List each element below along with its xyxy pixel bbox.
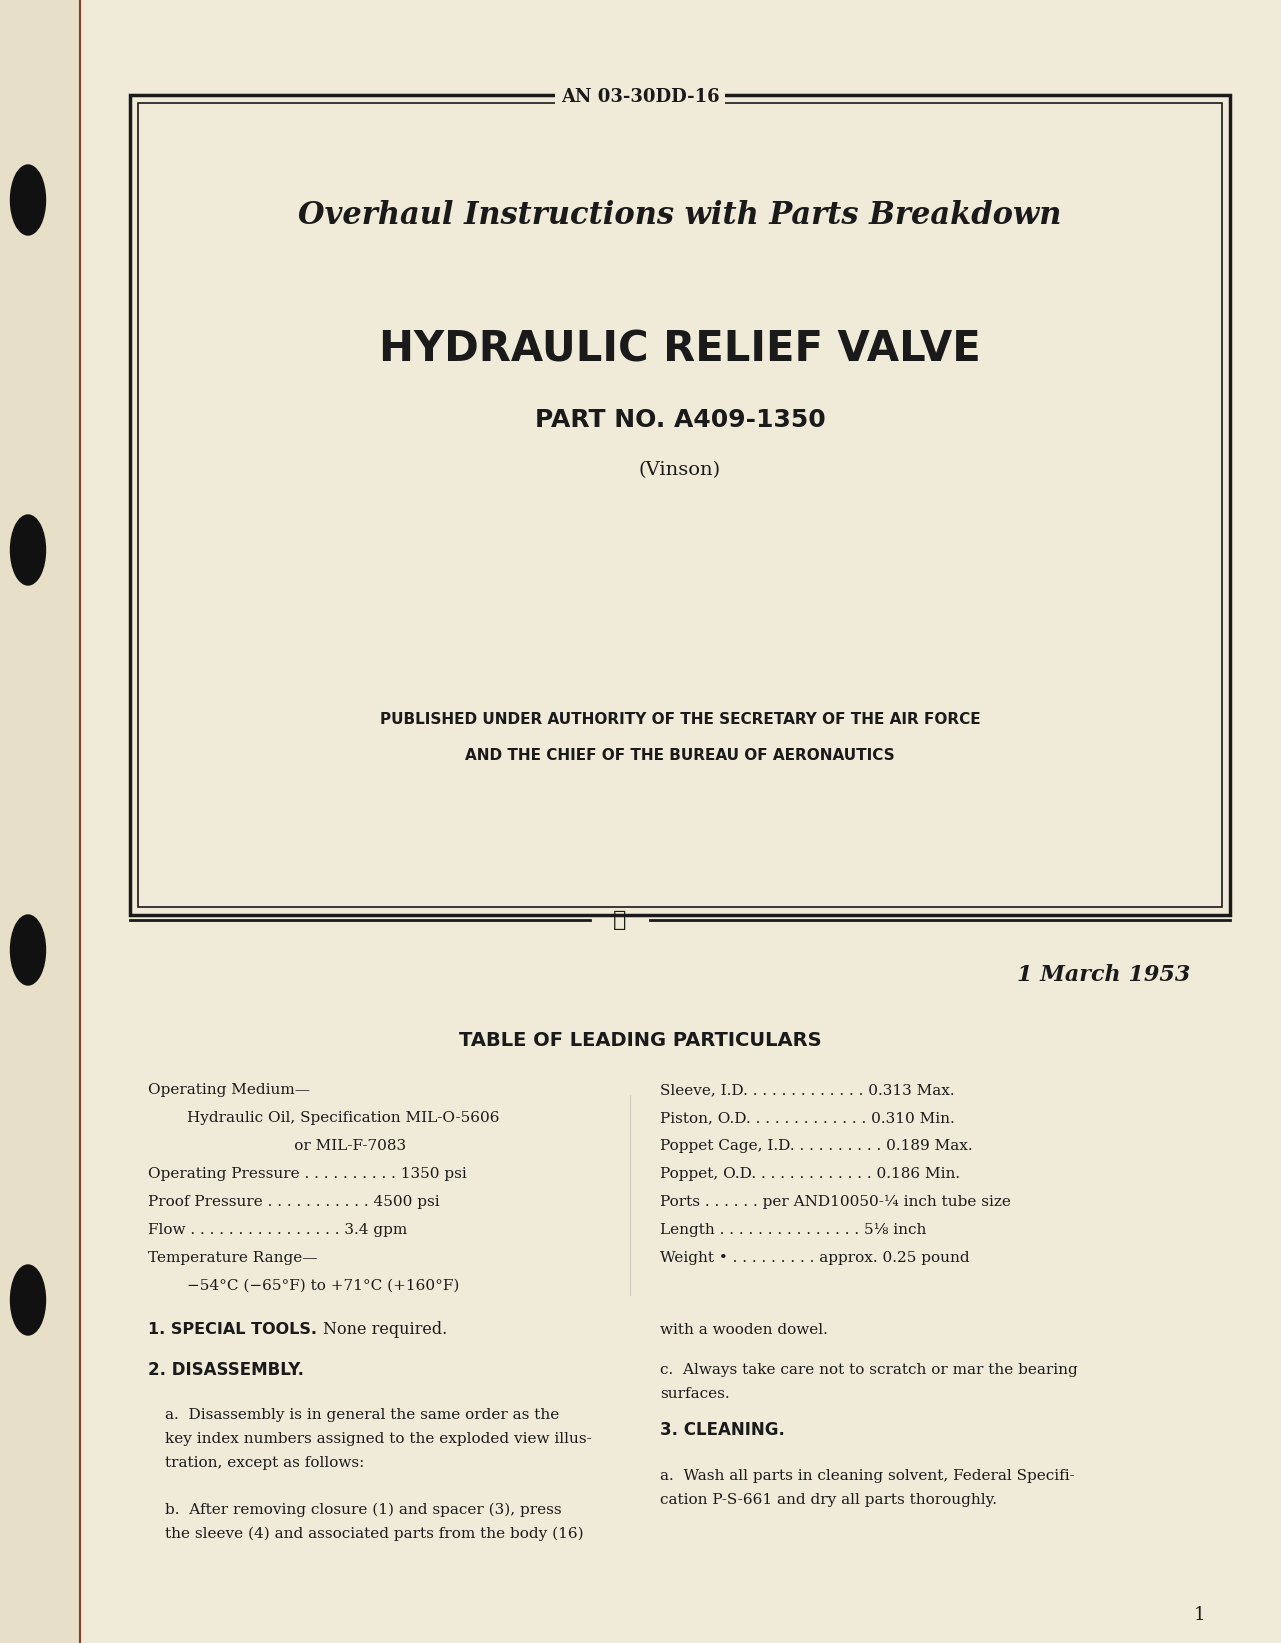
Text: Operating Medium—: Operating Medium— <box>149 1083 310 1098</box>
Text: ★: ★ <box>614 909 626 932</box>
Text: PUBLISHED UNDER AUTHORITY OF THE SECRETARY OF THE AIR FORCE: PUBLISHED UNDER AUTHORITY OF THE SECRETA… <box>379 713 980 728</box>
Text: Length . . . . . . . . . . . . . . . 5⅛ inch: Length . . . . . . . . . . . . . . . 5⅛ … <box>660 1222 926 1237</box>
Text: Operating Pressure . . . . . . . . . . 1350 psi: Operating Pressure . . . . . . . . . . 1… <box>149 1167 466 1181</box>
Text: b.  After removing closure (1) and spacer (3), press: b. After removing closure (1) and spacer… <box>165 1503 561 1516</box>
Text: surfaces.: surfaces. <box>660 1387 730 1401</box>
Text: AN 03-30DD-16: AN 03-30DD-16 <box>561 89 720 107</box>
Text: c.  Always take care not to scratch or mar the bearing: c. Always take care not to scratch or ma… <box>660 1364 1077 1377</box>
Text: or MIL-F-7083: or MIL-F-7083 <box>149 1139 406 1153</box>
Text: Sleeve, I.D. . . . . . . . . . . . . 0.313 Max.: Sleeve, I.D. . . . . . . . . . . . . 0.3… <box>660 1083 954 1098</box>
Text: with a wooden dowel.: with a wooden dowel. <box>660 1323 828 1337</box>
Text: 1. SPECIAL TOOLS.: 1. SPECIAL TOOLS. <box>149 1323 316 1337</box>
Text: a.  Disassembly is in general the same order as the: a. Disassembly is in general the same or… <box>165 1408 560 1421</box>
Text: Poppet, O.D. . . . . . . . . . . . . 0.186 Min.: Poppet, O.D. . . . . . . . . . . . . 0.1… <box>660 1167 961 1181</box>
Bar <box>138 104 1222 907</box>
Text: HYDRAULIC RELIEF VALVE: HYDRAULIC RELIEF VALVE <box>379 329 981 371</box>
Bar <box>0 0 79 1643</box>
Ellipse shape <box>10 164 46 235</box>
Text: Overhaul Instructions with Parts Breakdown: Overhaul Instructions with Parts Breakdo… <box>298 199 1062 230</box>
Text: None required.: None required. <box>323 1321 447 1339</box>
Text: PART NO. A409-1350: PART NO. A409-1350 <box>534 407 825 432</box>
Text: cation P-S-661 and dry all parts thoroughly.: cation P-S-661 and dry all parts thoroug… <box>660 1493 997 1507</box>
Text: Proof Pressure . . . . . . . . . . . 4500 psi: Proof Pressure . . . . . . . . . . . 450… <box>149 1194 439 1209</box>
Text: the sleeve (4) and associated parts from the body (16): the sleeve (4) and associated parts from… <box>165 1526 584 1541</box>
Text: AND THE CHIEF OF THE BUREAU OF AERONAUTICS: AND THE CHIEF OF THE BUREAU OF AERONAUTI… <box>465 748 895 762</box>
Text: 1: 1 <box>1194 1605 1205 1623</box>
Text: Flow . . . . . . . . . . . . . . . . 3.4 gpm: Flow . . . . . . . . . . . . . . . . 3.4… <box>149 1222 407 1237</box>
Text: 1 March 1953: 1 March 1953 <box>1017 964 1190 986</box>
Text: key index numbers assigned to the exploded view illus-: key index numbers assigned to the explod… <box>165 1433 592 1446</box>
Ellipse shape <box>10 915 46 986</box>
Text: tration, except as follows:: tration, except as follows: <box>165 1456 364 1470</box>
Text: 3. CLEANING.: 3. CLEANING. <box>660 1421 785 1439</box>
Ellipse shape <box>10 1265 46 1336</box>
Text: Weight • . . . . . . . . . approx. 0.25 pound: Weight • . . . . . . . . . approx. 0.25 … <box>660 1250 970 1265</box>
Ellipse shape <box>10 514 46 585</box>
Text: −54°C (−65°F) to +71°C (+160°F): −54°C (−65°F) to +71°C (+160°F) <box>149 1278 460 1293</box>
Text: Temperature Range—: Temperature Range— <box>149 1250 318 1265</box>
Text: TABLE OF LEADING PARTICULARS: TABLE OF LEADING PARTICULARS <box>459 1030 821 1050</box>
Text: a.  Wash all parts in cleaning solvent, Federal Specifi-: a. Wash all parts in cleaning solvent, F… <box>660 1469 1075 1484</box>
Text: Hydraulic Oil, Specification MIL-O-5606: Hydraulic Oil, Specification MIL-O-5606 <box>149 1111 500 1125</box>
Text: Poppet Cage, I.D. . . . . . . . . . 0.189 Max.: Poppet Cage, I.D. . . . . . . . . . 0.18… <box>660 1139 972 1153</box>
Text: (Vinson): (Vinson) <box>639 462 721 480</box>
Text: Ports . . . . . . per AND10050-¼ inch tube size: Ports . . . . . . per AND10050-¼ inch tu… <box>660 1194 1011 1209</box>
Bar <box>129 95 1230 915</box>
Text: 2. DISASSEMBLY.: 2. DISASSEMBLY. <box>149 1360 304 1378</box>
Text: Piston, O.D. . . . . . . . . . . . . 0.310 Min.: Piston, O.D. . . . . . . . . . . . . 0.3… <box>660 1111 954 1125</box>
